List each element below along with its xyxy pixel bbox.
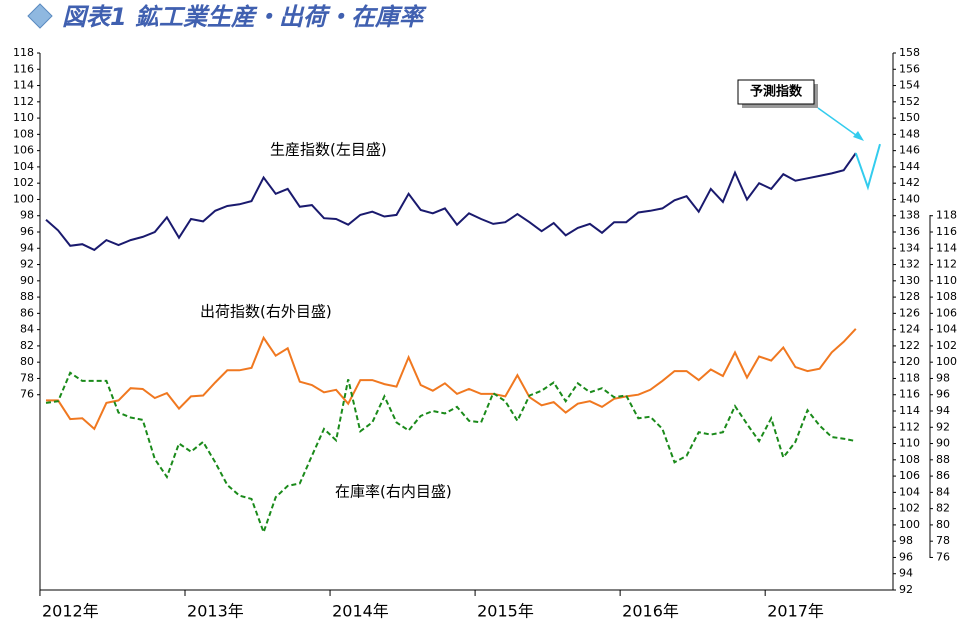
y-tick-label: 78 — [936, 534, 950, 547]
y-tick-label: 100 — [936, 355, 957, 368]
y-tick-label: 154 — [899, 79, 920, 92]
y-tick-label: 80 — [936, 518, 950, 531]
y-tick-label: 118 — [899, 371, 920, 384]
annotation: 生産指数(左目盛) — [270, 141, 387, 159]
series-line — [45, 371, 856, 536]
y-tick-label: 102 — [13, 176, 34, 189]
y-tick-label: 114 — [899, 404, 920, 417]
y-tick-label: 120 — [899, 355, 920, 368]
x-tick-label: 2012年 — [42, 602, 99, 621]
y-tick-label: 148 — [899, 127, 920, 140]
y-tick-label: 112 — [936, 258, 957, 271]
y-tick-label: 90 — [936, 437, 950, 450]
y-tick-label: 140 — [899, 192, 920, 205]
y-tick-label: 94 — [899, 567, 913, 580]
y-tick-label: 76 — [20, 388, 34, 401]
x-tick-label: 2017年 — [767, 602, 824, 621]
y-tick-label: 96 — [20, 225, 34, 238]
y-tick-label: 88 — [936, 453, 950, 466]
y-tick-label: 96 — [899, 550, 913, 563]
y-tick-label: 98 — [936, 371, 950, 384]
y-tick-label: 152 — [899, 95, 920, 108]
y-tick-label: 114 — [936, 241, 957, 254]
y-tick-label: 102 — [899, 502, 920, 515]
y-tick-label: 110 — [936, 274, 957, 287]
y-tick-label: 142 — [899, 176, 920, 189]
y-tick-label: 82 — [20, 339, 34, 352]
x-tick-label: 2014年 — [332, 602, 389, 621]
series-line — [854, 143, 881, 191]
y-tick-label: 128 — [899, 290, 920, 303]
y-tick-label: 114 — [13, 79, 34, 92]
y-tick-label: 102 — [936, 339, 957, 352]
y-tick-label: 116 — [13, 62, 34, 75]
y-tick-label: 134 — [899, 241, 920, 254]
y-tick-label: 96 — [936, 388, 950, 401]
y-tick-label: 130 — [899, 274, 920, 287]
callout-arrowhead — [853, 131, 864, 141]
y-tick-label: 132 — [899, 258, 920, 271]
y-tick-label: 104 — [13, 160, 34, 173]
y-tick-label: 124 — [899, 323, 920, 336]
y-tick-label: 90 — [20, 274, 34, 287]
y-tick-label: 116 — [899, 388, 920, 401]
y-tick-label: 104 — [936, 323, 957, 336]
title-icon — [27, 3, 53, 29]
y-tick-label: 94 — [936, 404, 950, 417]
y-tick-label: 100 — [13, 192, 34, 205]
y-tick-label: 108 — [899, 453, 920, 466]
y-tick-label: 156 — [899, 62, 920, 75]
y-tick-label: 92 — [936, 420, 950, 433]
y-tick-label: 106 — [936, 306, 957, 319]
y-tick-label: 84 — [936, 485, 950, 498]
y-tick-label: 80 — [20, 355, 34, 368]
callout-text: 予測指数 — [750, 84, 803, 100]
y-tick-label: 106 — [13, 144, 34, 157]
y-tick-label: 88 — [20, 290, 34, 303]
y-tick-label: 94 — [20, 241, 34, 254]
series-line — [45, 152, 857, 252]
x-tick-label: 2013年 — [187, 602, 244, 621]
y-tick-label: 146 — [899, 144, 920, 157]
y-tick-label: 138 — [899, 209, 920, 222]
y-tick-label: 92 — [20, 258, 34, 271]
y-tick-label: 98 — [899, 534, 913, 547]
y-tick-label: 84 — [20, 323, 34, 336]
y-tick-label: 78 — [20, 371, 34, 384]
series-line — [46, 328, 857, 431]
x-tick-label: 2015年 — [477, 602, 534, 621]
y-tick-label: 76 — [936, 550, 950, 563]
y-tick-label: 122 — [899, 339, 920, 352]
y-tick-label: 86 — [936, 469, 950, 482]
y-tick-label: 118 — [13, 46, 34, 59]
y-tick-label: 144 — [899, 160, 920, 173]
y-tick-label: 150 — [899, 111, 920, 124]
y-tick-label: 82 — [936, 502, 950, 515]
y-tick-label: 126 — [899, 306, 920, 319]
y-tick-label: 110 — [899, 437, 920, 450]
y-tick-label: 112 — [899, 420, 920, 433]
y-tick-label: 158 — [899, 46, 920, 59]
y-tick-label: 110 — [13, 111, 34, 124]
y-tick-label: 116 — [936, 225, 957, 238]
y-tick-label: 108 — [936, 290, 957, 303]
y-tick-label: 100 — [899, 518, 920, 531]
callout-arrow — [817, 107, 861, 139]
y-tick-label: 86 — [20, 306, 34, 319]
y-tick-label: 112 — [13, 95, 34, 108]
y-tick-label: 118 — [936, 209, 957, 222]
x-tick-label: 2016年 — [622, 602, 679, 621]
annotation: 出荷指数(右外目盛) — [200, 303, 332, 321]
chart-title: 図表1 鉱工業生産・出荷・在庫率 — [62, 3, 427, 31]
y-tick-label: 104 — [899, 485, 920, 498]
y-tick-label: 108 — [13, 127, 34, 140]
y-tick-label: 136 — [899, 225, 920, 238]
annotation: 在庫率(右内目盛) — [335, 483, 452, 501]
y-tick-label: 98 — [20, 209, 34, 222]
y-tick-label: 106 — [899, 469, 920, 482]
y-tick-label: 92 — [899, 583, 913, 596]
callout-box — [737, 79, 815, 105]
